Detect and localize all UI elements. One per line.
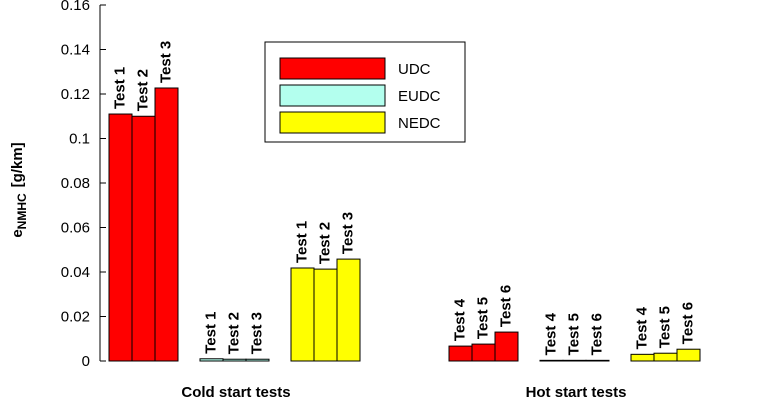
bar [676, 348, 701, 362]
bar [108, 113, 133, 362]
bar-label: Test 6 [680, 302, 697, 344]
y-tick-label: 0.08 [61, 175, 90, 192]
y-tick-label: 0 [82, 353, 90, 370]
bar-label: Test 3 [249, 312, 266, 354]
y-axis-label: eNMHC [g/km] [9, 142, 29, 237]
y-tick-label: 0.1 [69, 131, 90, 148]
legend-label: NEDC [398, 115, 441, 132]
group-label: Cold start tests [181, 384, 290, 401]
bar [562, 359, 587, 362]
bar-label: Test 3 [158, 41, 175, 83]
y-tick-label: 0.06 [61, 220, 90, 237]
y-tick-label: 0.04 [61, 264, 90, 281]
bar [336, 258, 361, 362]
bar [494, 331, 519, 362]
bar-label: Test 5 [475, 297, 492, 339]
legend-label: UDC [398, 61, 431, 78]
bar [653, 352, 678, 362]
y-label-main: e [9, 229, 26, 237]
bar-label: Test 2 [317, 222, 334, 264]
bar [448, 345, 473, 362]
y-tick-label: 0.16 [61, 0, 90, 14]
group-label: Hot start tests [526, 384, 627, 401]
bar-label: Test 5 [566, 313, 583, 355]
bar-label: Test 2 [135, 69, 152, 111]
y-label-unit: [g/km] [9, 142, 26, 187]
legend-swatch [279, 111, 386, 134]
bar-label: Test 5 [657, 306, 674, 348]
bar-label: Test 1 [112, 67, 129, 109]
bar [471, 343, 496, 362]
bar-label: Test 4 [543, 312, 560, 355]
y-label-sub: NMHC [15, 193, 29, 229]
bar [222, 358, 247, 362]
y-tick-label: 0.12 [61, 86, 90, 103]
bar-label: Test 3 [340, 212, 357, 254]
bar-label: Test 1 [203, 312, 220, 354]
bar [154, 87, 179, 362]
bar-label: Test 6 [589, 313, 606, 355]
bar-label: Test 4 [634, 306, 651, 349]
bar [245, 358, 270, 362]
bar [585, 359, 610, 362]
bar [131, 115, 156, 362]
y-tick-label: 0.02 [61, 309, 90, 326]
bar-label: Test 2 [226, 312, 243, 354]
bar [290, 267, 315, 362]
legend-swatch [279, 84, 386, 107]
bar [199, 358, 224, 362]
bar [539, 359, 564, 362]
bar-label: Test 4 [452, 298, 469, 341]
bar [630, 353, 655, 362]
bar-label: Test 6 [498, 285, 515, 327]
bar-label: Test 1 [294, 221, 311, 263]
legend-swatch [279, 57, 386, 80]
y-tick-label: 0.14 [61, 42, 90, 59]
bar [313, 268, 338, 362]
legend-label: EUDC [398, 88, 441, 105]
